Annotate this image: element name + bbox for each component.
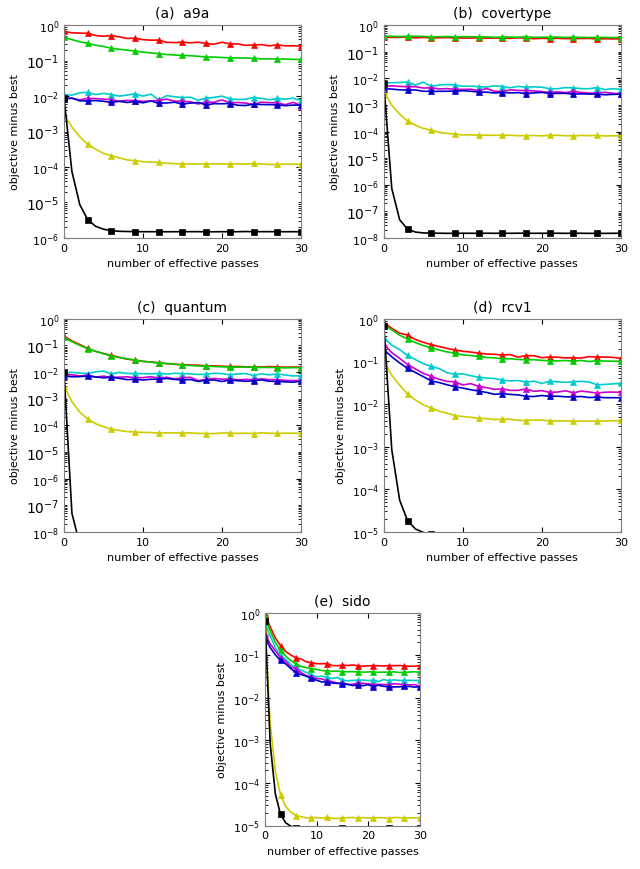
X-axis label: number of effective passes: number of effective passes [107, 553, 259, 562]
Title: (c)  quantum: (c) quantum [138, 300, 227, 315]
X-axis label: number of effective passes: number of effective passes [266, 846, 419, 856]
Y-axis label: objective minus best: objective minus best [10, 368, 20, 484]
Title: (d)  rcv1: (d) rcv1 [473, 300, 532, 315]
X-axis label: number of effective passes: number of effective passes [426, 553, 578, 562]
X-axis label: number of effective passes: number of effective passes [107, 259, 259, 269]
Y-axis label: objective minus best: objective minus best [336, 368, 346, 484]
Title: (a)  a9a: (a) a9a [156, 7, 210, 21]
Title: (e)  sido: (e) sido [314, 594, 371, 607]
Title: (b)  covertype: (b) covertype [453, 7, 552, 21]
Y-axis label: objective minus best: objective minus best [10, 75, 20, 190]
X-axis label: number of effective passes: number of effective passes [426, 259, 578, 269]
Y-axis label: objective minus best: objective minus best [330, 75, 340, 190]
Y-axis label: objective minus best: objective minus best [218, 661, 227, 777]
